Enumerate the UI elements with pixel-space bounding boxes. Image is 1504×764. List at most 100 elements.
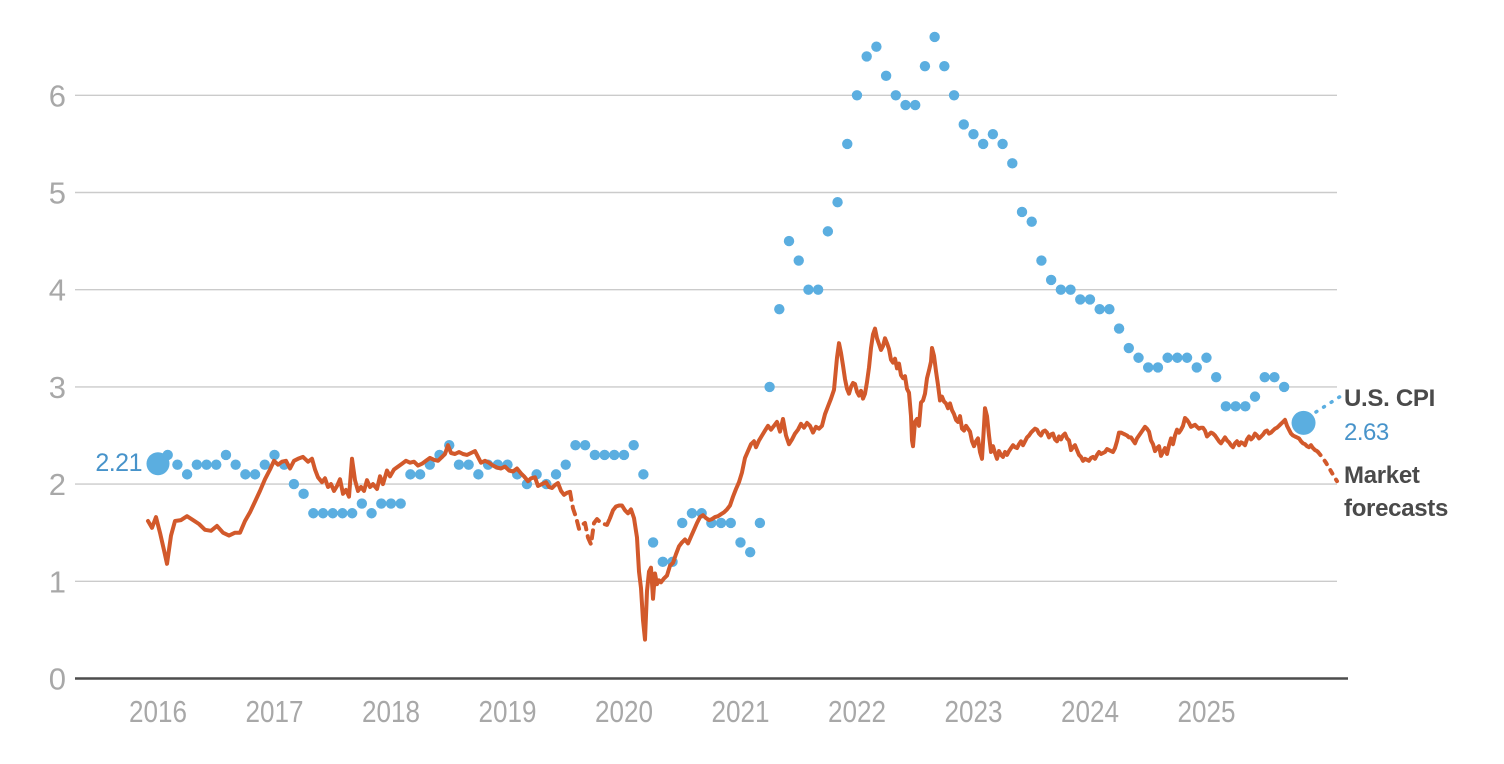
y-tick-label: 5 xyxy=(49,176,66,211)
cpi-last-dot xyxy=(1291,410,1316,435)
cpi-dot xyxy=(764,381,775,393)
cpi-dot xyxy=(1075,294,1086,305)
cpi-dot xyxy=(647,537,659,548)
cpi-dot xyxy=(1026,216,1037,227)
market-forecasts-label-line2: forecasts xyxy=(1344,495,1449,522)
start-value-annotation: 2.21 xyxy=(95,449,142,477)
cpi-dot xyxy=(1210,371,1222,383)
cpi-dot xyxy=(589,449,601,461)
x-tick-label: 2019 xyxy=(479,694,537,729)
cpi-dot xyxy=(259,459,270,470)
cpi-dot xyxy=(211,459,222,470)
y-tick-label: 0 xyxy=(49,662,66,697)
cpi-dot xyxy=(977,138,989,150)
cpi-dot xyxy=(1172,352,1183,363)
y-tick-label: 1 xyxy=(49,564,66,599)
cpi-dot xyxy=(1191,362,1202,373)
x-tick-label: 2022 xyxy=(828,694,886,729)
cpi-dot xyxy=(599,449,610,461)
cpi-dot xyxy=(1240,401,1251,412)
x-tick-label: 2020 xyxy=(595,694,653,729)
cpi-dot xyxy=(579,440,591,451)
cpi-dot xyxy=(220,449,232,461)
cpi-dot xyxy=(618,449,630,461)
cpi-dot xyxy=(1269,371,1280,383)
cpi-dot xyxy=(366,508,377,519)
cpi-dot xyxy=(968,128,979,140)
cpi-dot xyxy=(948,90,960,101)
cpi-dot xyxy=(910,99,921,111)
cpi-dot xyxy=(172,459,183,470)
cpi-dot xyxy=(638,469,649,480)
cpi-dot xyxy=(201,459,212,470)
cpi-dot xyxy=(346,508,358,519)
cpi-dot xyxy=(550,469,562,480)
cpi-dot xyxy=(463,459,474,470)
cpi-dot xyxy=(822,226,834,237)
cpi-dot xyxy=(609,449,620,461)
cpi-dot xyxy=(832,197,843,208)
cpi-dot xyxy=(929,31,940,43)
cpi-dot xyxy=(1007,158,1018,169)
cpi-dot xyxy=(1230,401,1241,412)
cpi-dot xyxy=(1162,352,1173,363)
cpi-dot xyxy=(997,138,1008,150)
cpi-dot xyxy=(735,537,746,548)
cpi-dot xyxy=(812,284,824,295)
cpi-dot xyxy=(715,517,727,529)
cpi-dot xyxy=(628,440,639,451)
cpi-dot xyxy=(677,517,688,529)
cpi-dot xyxy=(1036,255,1047,266)
cpi-dot xyxy=(181,469,193,480)
cpi-dot xyxy=(1104,303,1115,315)
cpi-dot xyxy=(317,508,329,519)
cpi-dot xyxy=(871,41,882,52)
cpi-dot xyxy=(1220,401,1232,412)
cpi-dot xyxy=(230,459,241,470)
cpi-dot xyxy=(308,508,319,519)
cpi-dot xyxy=(803,284,814,295)
x-tick-label: 2016 xyxy=(129,694,187,729)
cpi-dot xyxy=(1152,362,1164,373)
cpi-dot xyxy=(744,546,756,558)
cpi-dot xyxy=(842,138,853,150)
y-tick-label: 2 xyxy=(49,467,66,502)
cpi-series-label: U.S. CPI xyxy=(1344,385,1435,412)
cpi-dot xyxy=(1045,274,1057,286)
cpi-dot xyxy=(473,469,484,480)
cpi-dot xyxy=(385,498,397,509)
cpi-dot xyxy=(570,440,581,451)
cpi-dot xyxy=(725,517,736,529)
cpi-dot xyxy=(1055,284,1067,295)
x-tick-label: 2023 xyxy=(945,694,1003,729)
cpi-dot xyxy=(1016,206,1028,218)
x-tick-label: 2018 xyxy=(362,694,420,729)
cpi-dot xyxy=(754,517,766,529)
cpi-dot xyxy=(405,469,416,480)
market-forecasts-label-line1: Market xyxy=(1344,462,1420,489)
cpi-dot xyxy=(890,90,902,101)
cpi-dot xyxy=(1113,323,1125,334)
cpi-label-connector xyxy=(1314,394,1343,414)
market-forecasts-forecast-tail xyxy=(1316,450,1339,484)
cpi-dot xyxy=(395,498,406,509)
cpi-dot xyxy=(939,60,950,72)
market-forecasts-line xyxy=(608,326,1320,642)
x-tick-label: 2024 xyxy=(1061,694,1119,729)
cpi-dot xyxy=(1278,381,1290,393)
y-tick-label: 6 xyxy=(49,78,66,113)
cpi-dot xyxy=(861,51,872,62)
cpi-dot xyxy=(1065,284,1076,295)
cpi-dot xyxy=(327,508,338,519)
cpi-dot xyxy=(560,459,571,470)
end-value-annotation: 2.63 xyxy=(1344,419,1389,446)
y-tick-label: 4 xyxy=(49,273,66,308)
cpi-dot xyxy=(900,99,911,111)
cpi-dot xyxy=(376,498,387,509)
cpi-dot xyxy=(1084,294,1096,305)
cpi-dot xyxy=(414,469,426,480)
cpi-dot xyxy=(337,508,348,519)
cpi-dot xyxy=(298,488,309,500)
